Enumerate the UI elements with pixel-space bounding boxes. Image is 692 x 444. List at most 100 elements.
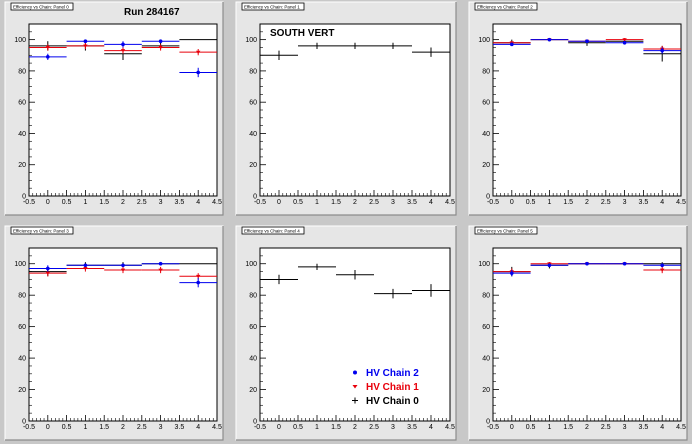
circle-marker xyxy=(585,261,589,266)
y-tick-label: 60 xyxy=(249,324,257,331)
circle-marker xyxy=(510,271,514,275)
series-chain2 xyxy=(29,39,217,78)
data-point xyxy=(298,263,336,271)
data-point xyxy=(104,266,142,274)
y-tick-label: 40 xyxy=(249,131,257,138)
x-tick-label: 3 xyxy=(623,199,627,206)
y-tick-label: 100 xyxy=(245,261,257,268)
y-tick-label: 20 xyxy=(18,387,26,394)
x-tick-label: 3 xyxy=(391,199,395,206)
data-point xyxy=(29,53,67,60)
panel-shadow xyxy=(5,226,224,441)
x-tick-label: 3.5 xyxy=(407,424,417,431)
histogram-title: Efficiency vs Chain: Panel 1 xyxy=(241,2,305,11)
x-tick-label: 1.5 xyxy=(331,199,341,206)
x-tick-label: 0.5 xyxy=(293,424,303,431)
triangle-marker xyxy=(45,46,50,50)
legend-entry: HV Chain 2 xyxy=(353,368,419,379)
plot-area xyxy=(492,247,682,422)
y-tick-label: 100 xyxy=(14,261,26,268)
series-chain2 xyxy=(493,261,681,277)
circle-marker xyxy=(547,37,552,42)
circle-marker xyxy=(196,70,200,75)
y-tick-label: 60 xyxy=(482,324,490,331)
x-tick-label: 1 xyxy=(315,199,319,206)
panel-shadow xyxy=(469,226,688,441)
data-point xyxy=(336,42,374,50)
chart-panel-5: Efficiency vs Chain: Panel 5-0.5 0 0.5 1 1.5… xyxy=(468,225,688,441)
data-point xyxy=(336,270,374,280)
y-tick-label: 100 xyxy=(478,261,490,268)
circle-marker xyxy=(622,40,627,45)
data-point xyxy=(141,44,180,51)
y-tick-label: 80 xyxy=(482,68,490,75)
data-point xyxy=(29,44,67,51)
data-point xyxy=(260,274,298,285)
data-point xyxy=(530,263,569,268)
circle-marker xyxy=(158,261,163,266)
plot-area xyxy=(492,23,682,197)
data-point xyxy=(493,270,531,277)
x-tick-label: 1 xyxy=(83,199,87,206)
panel-shadow xyxy=(236,226,457,441)
x-tick-label: 0 xyxy=(46,199,50,206)
x-tick-label: 0 xyxy=(277,199,281,206)
title-box xyxy=(10,226,74,235)
series-chain1 xyxy=(29,265,217,280)
x-tick-label: -0.5 xyxy=(254,424,266,431)
y-tick-label: 20 xyxy=(482,162,490,169)
x-tick-label: 2.5 xyxy=(601,424,611,431)
y-tick-label: 60 xyxy=(249,100,257,107)
triangle-marker xyxy=(158,268,163,272)
x-tick-label: 1.5 xyxy=(99,424,109,431)
chart-panel-1: Efficiency vs Chain: Panel 1-0.5 0 0.5 1 1.5… xyxy=(235,1,457,216)
panel-shadow xyxy=(469,2,688,216)
series-chain2 xyxy=(29,261,217,288)
x-tick-label: 0.5 xyxy=(293,199,303,206)
y-tick-label: 0 xyxy=(22,194,26,201)
data-point xyxy=(179,49,217,56)
title-text: Efficiency vs Chain: Panel 1 xyxy=(244,4,300,9)
circle-marker xyxy=(547,263,552,268)
circle-marker xyxy=(83,39,88,43)
legend: HV Chain 2 HV Chain 1 HV Chain 0 xyxy=(352,368,419,407)
y-tick-label: 100 xyxy=(478,37,490,44)
x-tick-label: 2.5 xyxy=(601,199,611,206)
x-tick-label: 1.5 xyxy=(563,199,573,206)
x-tick-label: 2.5 xyxy=(137,199,147,206)
y-tick-label: 80 xyxy=(18,293,26,300)
x-tick-label: 4.5 xyxy=(445,199,455,206)
y-tick-label: 40 xyxy=(249,356,257,363)
triangle-marker xyxy=(196,50,201,54)
data-point xyxy=(605,38,644,42)
y-tick-label: 80 xyxy=(249,68,257,75)
title-box xyxy=(474,2,538,11)
x-tick-label: 4 xyxy=(429,424,433,431)
x-tick-label: 4.5 xyxy=(676,199,686,206)
histogram-title: Efficiency vs Chain: Panel 5 xyxy=(474,226,538,235)
x-tick-label: 3.5 xyxy=(639,199,649,206)
x-tick-label: 4.5 xyxy=(445,424,455,431)
x-tick-label: -0.5 xyxy=(487,424,499,431)
panel-label: SOUTH VERT xyxy=(270,28,334,39)
y-tick-label: 40 xyxy=(482,131,490,138)
x-tick-label: 4 xyxy=(660,424,664,431)
x-tick-label: 2.5 xyxy=(369,199,379,206)
data-point xyxy=(568,261,606,266)
y-tick-label: 100 xyxy=(14,37,26,44)
title-box xyxy=(241,2,305,11)
x-tick-label: 3.5 xyxy=(175,424,185,431)
series-chain0 xyxy=(260,263,450,299)
legend-entry: HV Chain 1 xyxy=(352,382,419,393)
circle-marker xyxy=(83,263,88,268)
title-text: Efficiency vs Chain: Panel 0 xyxy=(13,4,69,9)
chart-panel-2: Efficiency vs Chain: Panel 2-0.5 0 0.5 1 1.5… xyxy=(468,1,688,216)
x-tick-label: 2.5 xyxy=(369,424,379,431)
data-point xyxy=(643,47,681,54)
circle-marker xyxy=(121,42,125,47)
y-tick-label: 80 xyxy=(249,293,257,300)
y-tick-label: 20 xyxy=(482,387,490,394)
chart-panel-3: Efficiency vs Chain: Panel 3-0.5 0 0.5 1 1.5… xyxy=(4,225,224,441)
y-tick-label: 20 xyxy=(18,162,26,169)
x-tick-label: 4 xyxy=(196,424,200,431)
